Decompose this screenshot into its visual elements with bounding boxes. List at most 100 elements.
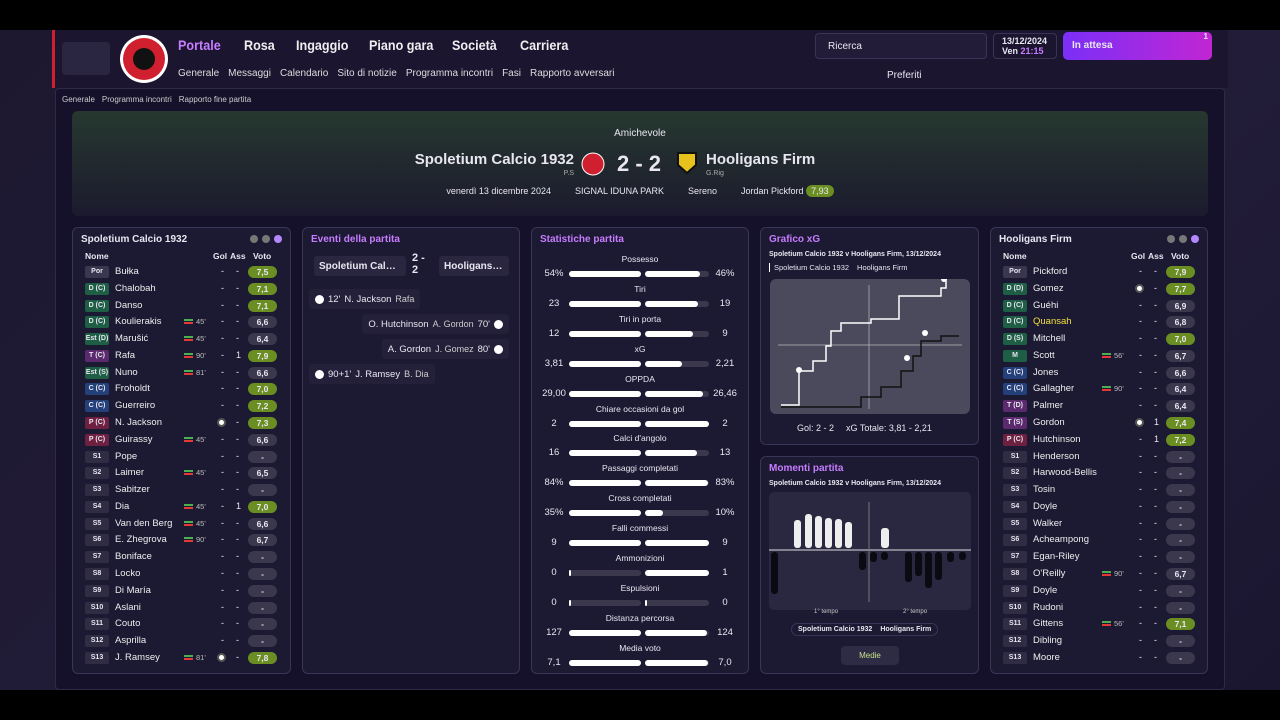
player-name[interactable]: Aslani	[115, 601, 141, 613]
submenu-item[interactable]: Calendario	[279, 68, 329, 79]
player-name[interactable]: Pickford	[1033, 266, 1068, 277]
player-name[interactable]: Pope	[115, 450, 138, 462]
column-header: Nome	[85, 251, 109, 261]
stat-bar	[569, 540, 641, 547]
event[interactable]: 90+1' J. Ramsey B. Dia	[309, 364, 435, 384]
dot[interactable]	[1167, 235, 1175, 243]
player-name[interactable]: Dibling	[1033, 635, 1063, 647]
player-name[interactable]: Marušić	[115, 333, 149, 345]
player-name[interactable]: Gallagher	[1033, 383, 1075, 395]
assists: -	[236, 534, 239, 545]
player-name[interactable]: Rudoni	[1033, 601, 1064, 613]
player-name[interactable]: Laimer	[115, 467, 145, 479]
player-name[interactable]: Nuno	[115, 366, 138, 378]
player-name[interactable]: Acheampong	[1033, 534, 1089, 546]
player-name[interactable]: Walker	[1033, 517, 1063, 529]
player-name[interactable]: Doyle	[1033, 584, 1058, 596]
player-name[interactable]: Asprilla	[115, 635, 147, 647]
crumb[interactable]: Generale	[62, 95, 95, 104]
history-buttons[interactable]	[62, 42, 110, 75]
assists: -	[1154, 383, 1157, 394]
player-name[interactable]: Boniface	[115, 551, 152, 563]
menu-item[interactable]: Portale	[178, 37, 221, 53]
dot[interactable]	[1191, 235, 1199, 243]
submenu: Generale Messaggi Calendario Sito di notizi…	[178, 68, 614, 79]
player-name[interactable]: Couto	[115, 618, 141, 630]
stat-away: 2	[722, 417, 728, 429]
player-name[interactable]: Van den Berg	[115, 517, 173, 529]
panel-title: Spoletium Calcio 1932	[81, 234, 188, 245]
goals: -	[221, 635, 224, 646]
menu-item[interactable]: Società	[452, 37, 497, 53]
goals: -	[1139, 349, 1142, 360]
event[interactable]: A. Gordon J. Gomez 80'	[381, 339, 509, 359]
player-name[interactable]: Sabitzer	[115, 484, 150, 496]
rating: -	[248, 601, 277, 614]
averages-button[interactable]: Medie	[841, 646, 899, 665]
player-name[interactable]: Di María	[115, 584, 151, 596]
submenu-item[interactable]: Sito di notizie	[337, 68, 397, 79]
rating: -	[1166, 534, 1195, 547]
player-name[interactable]: Mitchell	[1033, 333, 1066, 345]
dot[interactable]	[1179, 235, 1187, 243]
player-name[interactable]: Froholdt	[115, 383, 150, 395]
goals: -	[1139, 316, 1142, 327]
player-name[interactable]: Henderson	[1033, 450, 1080, 462]
sub-icon	[184, 336, 193, 342]
dot[interactable]	[262, 235, 270, 243]
event[interactable]: 12' N. Jackson Rafa	[309, 289, 421, 309]
player-name[interactable]: Danso	[115, 299, 143, 311]
stat-home: 16	[548, 447, 560, 459]
player-name[interactable]: Palmer	[1033, 400, 1064, 412]
player-name[interactable]: Doyle	[1033, 500, 1058, 512]
player-name[interactable]: Guirassy	[115, 433, 153, 445]
player-name[interactable]: Chalobah	[115, 282, 156, 294]
menu-item[interactable]: Ingaggio	[296, 37, 349, 53]
continue-button[interactable]: In attesa 1	[1063, 32, 1212, 60]
assists: 1	[1154, 433, 1160, 444]
player-name[interactable]: Tosin	[1033, 484, 1056, 496]
player-name[interactable]: O'Reilly	[1033, 568, 1066, 580]
menu-item[interactable]: Piano gara	[369, 37, 434, 53]
submenu-item[interactable]: Generale	[178, 68, 220, 79]
rating: -	[248, 618, 277, 631]
player-name[interactable]: Hutchinson	[1033, 433, 1081, 445]
dot[interactable]	[274, 235, 282, 243]
submenu-item[interactable]: Programma incontri	[405, 68, 494, 79]
stat-label: Distanza percorsa	[605, 612, 675, 623]
dot[interactable]	[250, 235, 258, 243]
player-name[interactable]: Guéhi	[1033, 299, 1059, 311]
player-name[interactable]: Harwood-Bellis	[1033, 467, 1097, 479]
player-name[interactable]: Egan-Riley	[1033, 551, 1080, 563]
submenu-item[interactable]: Messaggi	[228, 68, 271, 79]
submenu-item[interactable]: Rapporto avversari	[529, 68, 615, 79]
crumb[interactable]: Programma incontri	[101, 95, 172, 104]
sub-minute: 90'	[196, 535, 206, 545]
player-name[interactable]: E. Zhegrova	[115, 534, 167, 546]
player-name[interactable]: Gordon	[1033, 417, 1065, 429]
player-name[interactable]: Koulierakis	[115, 316, 162, 328]
rating: 7,7	[1166, 282, 1195, 295]
menu-item[interactable]: Rosa	[244, 37, 275, 53]
player-name[interactable]: Moore	[1033, 651, 1060, 663]
player-name[interactable]: J. Ramsey	[115, 651, 160, 663]
event[interactable]: O. Hutchinson A. Gordon 70'	[362, 314, 509, 334]
search[interactable]: Ricerca	[828, 41, 862, 52]
player-name[interactable]: Locko	[115, 568, 141, 580]
menu-item[interactable]: Carriera	[520, 37, 569, 53]
player-name[interactable]: Rafa	[115, 349, 136, 361]
player-name[interactable]: Quansah	[1033, 316, 1072, 328]
player-name[interactable]: Jones	[1033, 366, 1059, 378]
position-badge: P (C)	[1003, 433, 1027, 446]
submenu-item[interactable]: Fasi	[502, 68, 521, 79]
favorites[interactable]: Preferiti	[887, 70, 922, 81]
player-name[interactable]: Gomez	[1033, 282, 1064, 294]
events-away: Hooligans Firm	[439, 256, 509, 276]
player-name[interactable]: Dia	[115, 500, 130, 512]
player-name[interactable]: Scott	[1033, 349, 1055, 361]
weather: Sereno	[688, 186, 718, 196]
player-name[interactable]: Bułka	[115, 266, 139, 277]
player-name[interactable]: N. Jackson	[115, 417, 162, 429]
player-name[interactable]: Gittens	[1033, 618, 1064, 630]
player-name[interactable]: Guerreiro	[115, 400, 156, 412]
